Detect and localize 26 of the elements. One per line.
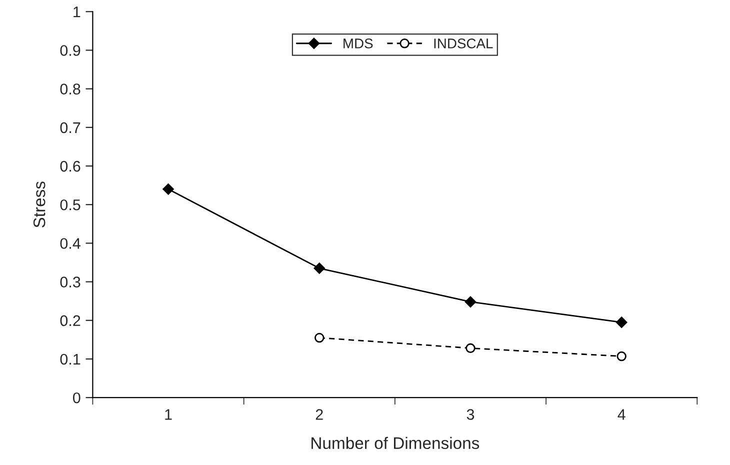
y-tick-label: 0 [73,392,80,404]
legend-label: MDS [344,38,373,48]
y-tick-label: 0.1 [60,354,80,365]
y-tick-label: 0.9 [60,45,80,56]
y-tick-label: 0.7 [60,122,80,134]
y-tick-label: 0.8 [60,84,80,94]
point [314,262,325,274]
x-tick-label: 3 [466,409,474,420]
point [314,332,324,343]
y-tick-label: 1 [74,6,80,18]
y-tick-label: 0.3 [60,276,80,288]
point [162,184,174,195]
y-tick-label: 0.4 [60,238,80,249]
y-axis-title: Stress [33,182,46,228]
y-tick-label: 0.2 [60,315,80,326]
point [466,343,476,354]
point [616,351,626,362]
x-axis-title: Number of Dimensions [312,436,480,450]
x-tick-label: 2 [316,409,323,420]
point [616,316,628,328]
x-tick-label: 4 [618,409,626,420]
y-tick-label: 0.5 [60,199,80,210]
y-tick-label: 0.6 [60,160,80,172]
point [464,296,476,308]
x-tick-label: 1 [165,409,172,420]
legend-label: INDSCAL [434,38,493,48]
